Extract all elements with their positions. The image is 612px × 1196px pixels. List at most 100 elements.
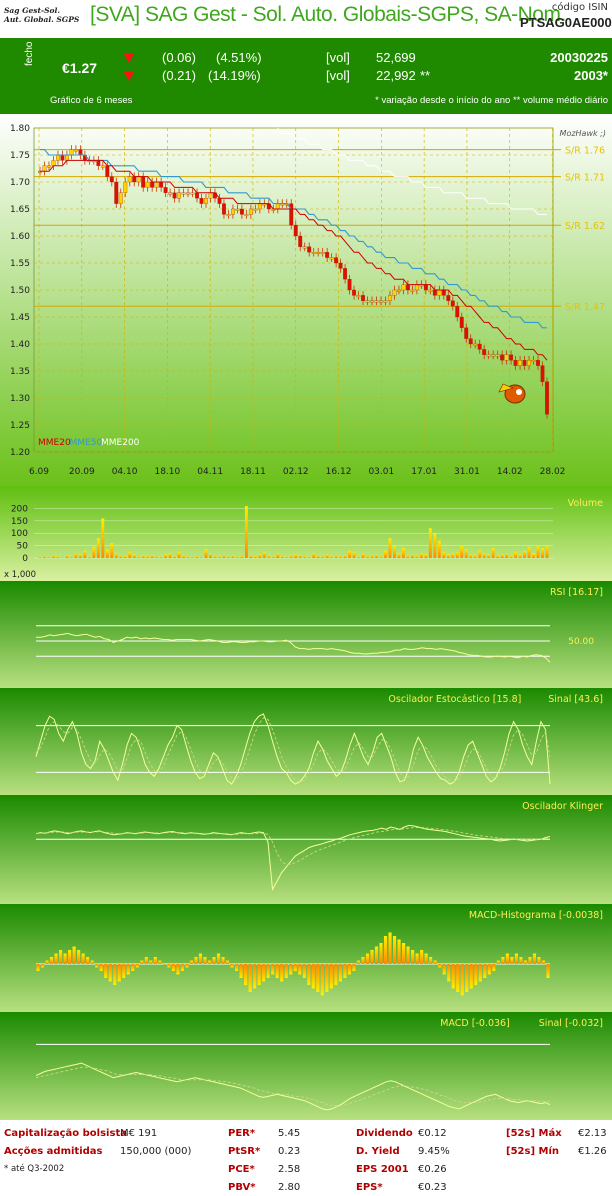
- accoes-label: Acções admitidas: [4, 1146, 103, 1157]
- legend-entry: MME50: [70, 438, 103, 448]
- volume-bar: [218, 556, 221, 558]
- histogram-bar: [171, 964, 175, 971]
- candle-body: [365, 300, 370, 303]
- volume-bar: [56, 556, 60, 558]
- candle-body: [235, 208, 240, 211]
- candle-body: [347, 279, 352, 291]
- volume-bar: [518, 554, 522, 558]
- volume-bar: [146, 556, 150, 558]
- histogram-bar: [338, 964, 342, 982]
- histogram-bar: [122, 964, 126, 978]
- histogram-bar: [311, 964, 315, 989]
- close-price: €1.27: [62, 60, 98, 76]
- candle-body: [491, 354, 496, 357]
- histogram-bar: [230, 964, 234, 968]
- y-tick-label: 0: [22, 554, 28, 564]
- candle-body: [199, 198, 204, 204]
- y-tick-label: 1.20: [10, 448, 30, 458]
- price-chart-panel: 1.80 1.75 1.70 1.65 1.60 1.55 1.50 1.45 1.40 1.35…: [0, 114, 612, 486]
- histogram-bar: [420, 950, 424, 964]
- volume-chart: 200 150 100 50 0 Volume x 1,000: [0, 486, 612, 581]
- histogram-bar: [501, 957, 505, 964]
- candle-body: [540, 365, 545, 382]
- chart-title: MACD-Histograma [-0.0038]: [469, 910, 603, 921]
- volume-bar: [410, 554, 414, 558]
- candle-body: [459, 316, 464, 328]
- histogram-bar: [392, 936, 397, 964]
- y-tick-label: 1.75: [10, 151, 30, 161]
- volume-bar: [370, 555, 374, 558]
- histogram-bar: [298, 964, 302, 975]
- volume-bar: [92, 546, 96, 558]
- candle-body: [352, 289, 356, 296]
- candle-body: [495, 354, 500, 357]
- avg-volume: 22,992: [376, 68, 416, 83]
- histogram-bar: [248, 964, 252, 992]
- volume-bar: [240, 556, 244, 558]
- candle-body: [190, 192, 195, 195]
- histogram-bar: [244, 964, 248, 985]
- candle-body: [222, 203, 226, 215]
- volume-bar: [375, 554, 378, 558]
- histogram-bar: [469, 964, 473, 989]
- vol-label: [vol]: [326, 68, 350, 83]
- volume-bar: [69, 556, 73, 558]
- histogram-bar: [411, 950, 415, 964]
- candle-body: [204, 198, 208, 204]
- candle-body: [531, 360, 536, 362]
- candle-body: [47, 165, 51, 168]
- volume-bar: [330, 556, 334, 558]
- logo-line-2: Aut. Global. SGPS: [4, 15, 80, 24]
- candle-body: [60, 154, 65, 161]
- accoes-value: 150,000 (000): [120, 1146, 192, 1157]
- reference-label: 50.00: [568, 637, 594, 647]
- volume-bar: [487, 554, 491, 558]
- candle-body: [195, 192, 199, 199]
- volume-bar: [482, 553, 486, 558]
- candle-body: [361, 295, 365, 301]
- histogram-bar: [451, 964, 455, 989]
- unit-label: x 1,000: [4, 570, 36, 580]
- candle-body: [42, 165, 47, 172]
- candle-body: [316, 252, 321, 254]
- mme200-line: [277, 127, 547, 215]
- panel-background: [0, 904, 612, 1012]
- candle-body: [217, 198, 222, 204]
- volume-bar: [303, 556, 307, 558]
- per-value: 5.45: [278, 1128, 301, 1139]
- x-tick-label: 6.09: [29, 467, 49, 477]
- volume-bar: [159, 556, 163, 558]
- candle-body: [455, 306, 460, 318]
- histogram-bar: [325, 964, 329, 992]
- macd-histogram-chart: MACD-Histograma [-0.0038]: [0, 904, 612, 1012]
- signal-label: Sinal [-0.032]: [539, 1018, 603, 1029]
- k-line: [35, 713, 551, 785]
- volume-bar: [397, 553, 401, 558]
- chart-title: RSI [16.17]: [550, 587, 603, 598]
- candle-body: [428, 289, 433, 292]
- histogram-bar: [532, 953, 537, 964]
- histogram-bar: [126, 964, 130, 975]
- histogram-bar: [271, 964, 275, 975]
- klinger-panel: Oscilador Klinger: [0, 795, 612, 904]
- watermark: MozHawk ;): [560, 129, 606, 138]
- histogram-bar: [113, 964, 117, 985]
- volume-bar: [325, 554, 329, 558]
- volume-bar: [74, 553, 78, 558]
- fecho-label: fecho: [24, 41, 35, 66]
- histogram-bar: [293, 964, 297, 971]
- candle-body: [100, 165, 105, 168]
- page-title: [SVA] SAG Gest - Sol. Auto. Globais-SGPS…: [90, 3, 566, 26]
- histogram-bar: [58, 950, 63, 964]
- candle-body: [374, 300, 379, 303]
- values-line: [36, 632, 551, 663]
- candle-body: [432, 289, 437, 296]
- candle-body: [356, 295, 361, 298]
- volume-bar: [357, 556, 361, 558]
- pbv-label: PBV*: [228, 1182, 256, 1193]
- candle-body: [307, 246, 312, 253]
- volume-bar: [276, 553, 280, 558]
- mascot-eye-icon: [516, 389, 522, 395]
- histogram-bar: [528, 957, 532, 964]
- histogram-bar: [519, 957, 523, 964]
